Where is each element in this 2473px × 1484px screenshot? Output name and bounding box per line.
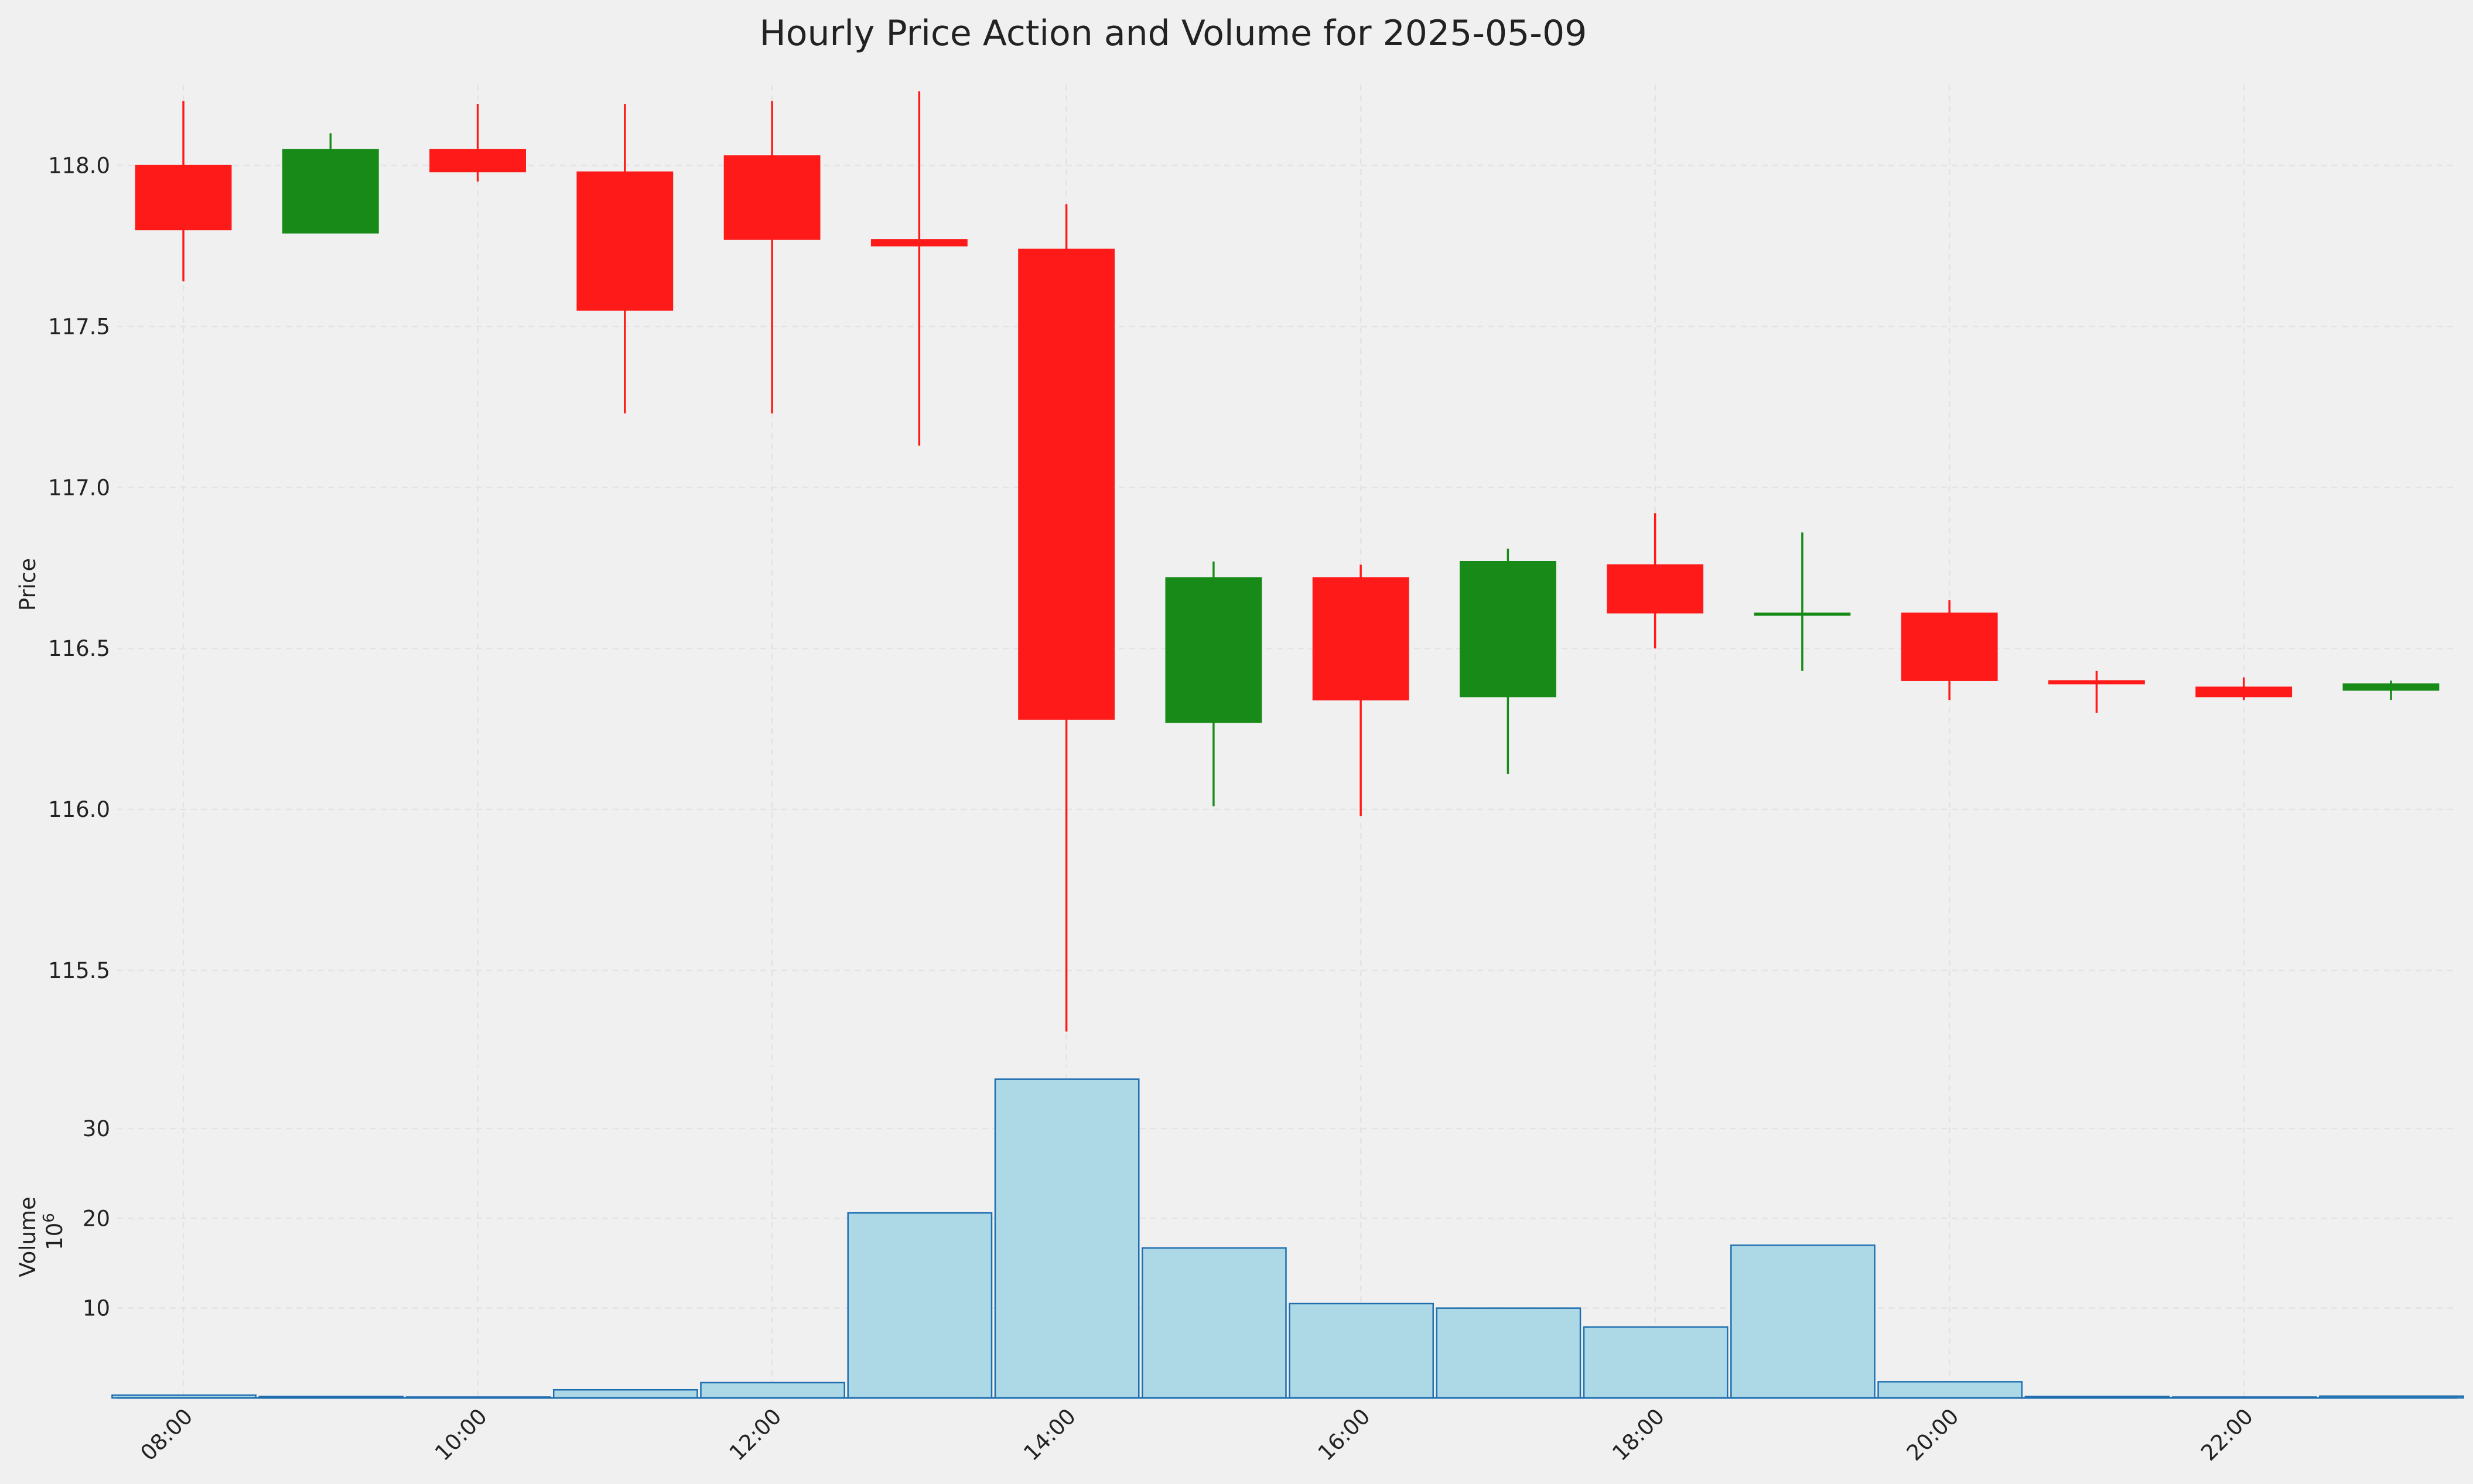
candle-body [1754,612,1851,616]
candle [2048,671,2145,713]
candle [1018,204,1115,1032]
chart-title: Hourly Price Action and Volume for 2025-… [760,13,1587,54]
x-tick-label: 18:00 [1607,1404,1669,1466]
volume-y-tick-label: 20 [83,1206,110,1231]
price-axis-label: Price [15,558,40,611]
candle-body [1901,612,1998,681]
candles [135,91,2440,1032]
candle-body [282,149,379,234]
candle [576,104,674,413]
candle-body [870,239,968,247]
candle-body [429,149,526,173]
candle [1607,513,1704,649]
candle [870,91,968,446]
price-y-tick-label: 117.0 [48,475,110,500]
price-gridlines [117,85,2457,1067]
candle-body [723,155,821,240]
volume-bar [994,1078,1140,1399]
price-y-tick-label: 117.5 [48,314,110,339]
price-y-tick-label: 115.5 [48,958,110,983]
candle-body [576,171,674,311]
candle [1901,600,1998,700]
price-y-tick-label: 116.5 [48,636,110,661]
candle [135,101,232,282]
volume-bar [1141,1247,1287,1399]
candle-body [1165,577,1262,723]
candle-body [2048,680,2145,685]
candle-body [1607,564,1704,614]
x-axis-ticks: 08:00 10:00 12:00 14:00 16:00 18:00 20:00 22:00 [136,1404,2258,1466]
candle [1312,565,1409,816]
volume-bar [847,1212,993,1399]
volume-bar [700,1382,845,1399]
candle-body [2195,686,2293,697]
volume-bar [1583,1326,1729,1399]
x-tick-label: 10:00 [430,1404,492,1466]
volume-axis-label: Volume [15,1196,40,1277]
volume-scale-label: 106 [40,1213,67,1250]
x-tick-label: 16:00 [1313,1404,1375,1466]
volume-panel: 10 20 30 Volume 106 [15,1075,2464,1399]
x-tick-label: 08:00 [136,1404,198,1466]
price-y-ticks: 115.5 116.0 116.5 117.0 117.5 118.0 [48,153,110,983]
volume-gridlines [117,1075,2457,1398]
price-y-tick-label: 116.0 [48,797,110,822]
x-tick-label: 22:00 [2196,1404,2258,1466]
volume-bar [1877,1381,2023,1399]
candle [1754,532,1851,671]
candle-body [1312,577,1409,700]
candle [282,133,379,234]
volume-y-ticks: 10 20 30 [83,1116,110,1321]
volume-bar [1289,1302,1434,1399]
x-tick-label: 12:00 [725,1404,787,1466]
candle [723,101,821,413]
volume-y-tick-label: 10 [83,1296,110,1321]
x-tick-label: 20:00 [1902,1404,1964,1466]
candle-body [135,165,232,231]
volume-bars [111,1078,2464,1399]
candle [1459,548,1556,774]
candle [2195,677,2293,700]
volume-bar [552,1389,698,1399]
candle-body [2342,683,2440,691]
candle-body [1018,248,1115,720]
candle [2342,681,2440,700]
price-panel: 115.5 116.0 116.5 117.0 117.5 118.0 Price [15,85,2457,1067]
x-tick-label: 14:00 [1019,1404,1081,1466]
volume-y-tick-label: 30 [83,1116,110,1141]
price-y-tick-label: 118.0 [48,153,110,178]
candle [429,104,526,182]
candle-body [1459,561,1556,697]
volume-bar [1730,1244,1876,1399]
candle [1165,561,1262,806]
volume-bar [1436,1307,1582,1399]
